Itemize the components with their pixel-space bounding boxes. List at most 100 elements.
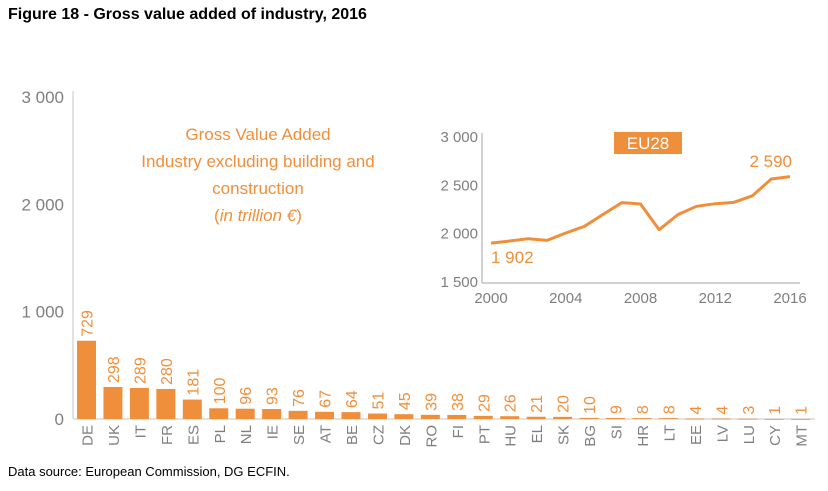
data-label-FR: 280	[159, 358, 176, 385]
figure-title: Figure 18 - Gross value added of industr…	[8, 6, 367, 23]
x-tick-label-PT: PT	[476, 425, 493, 444]
data-label-LV: 4	[714, 406, 731, 415]
y-tick-label: 0	[55, 410, 64, 429]
annotation-line: construction	[212, 179, 304, 198]
x-tick-label-FR: FR	[159, 425, 176, 445]
bar-SK	[553, 416, 573, 419]
data-label-CY: 1	[767, 406, 784, 415]
bar-BE	[341, 412, 361, 419]
data-label-NL: 96	[238, 387, 255, 405]
bar-SE	[288, 410, 308, 419]
data-label-AT: 67	[318, 390, 335, 408]
bar-LT	[658, 418, 678, 419]
inset-y-tick-label: 2 500	[440, 177, 478, 194]
annotation-line: (in trillion €)	[214, 206, 302, 225]
x-tick-label-BE: BE	[344, 425, 361, 445]
point-label-2016: 2 590	[749, 152, 792, 171]
data-label-DK: 45	[397, 392, 414, 410]
inset-x-tick-label: 2016	[773, 290, 806, 307]
data-label-SE: 76	[291, 389, 308, 407]
data-label-LT: 8	[661, 405, 678, 414]
inset-y-tick-label: 1 500	[440, 274, 478, 291]
x-tick-label-PL: PL	[212, 425, 229, 443]
x-tick-label-SK: SK	[556, 425, 573, 445]
data-label-BE: 64	[344, 390, 361, 408]
x-tick-label-AT: AT	[318, 425, 335, 443]
data-label-RO: 39	[423, 393, 440, 411]
inset-x-tick-label: 2000	[474, 290, 507, 307]
x-tick-label-FI: FI	[450, 425, 467, 438]
x-tick-label-IE: IE	[265, 425, 282, 439]
bar-LU	[738, 418, 758, 420]
bar-MT	[791, 418, 811, 420]
bar-LV	[711, 418, 731, 420]
y-tick-label: 3 000	[21, 88, 64, 107]
bar-EE	[685, 418, 705, 420]
bar-CY	[764, 418, 784, 420]
bar-IT	[129, 387, 149, 419]
bar-BG	[579, 417, 599, 419]
x-tick-label-CY: CY	[767, 425, 784, 446]
annotation-line: Industry excluding building and	[141, 152, 374, 171]
data-label-MT: 1	[794, 406, 811, 415]
x-tick-label-EE: EE	[688, 425, 705, 445]
data-label-SK: 20	[556, 395, 573, 413]
bar-IE	[262, 409, 282, 419]
x-tick-label-IT: IT	[132, 425, 149, 438]
x-tick-label-LT: LT	[661, 425, 678, 441]
x-tick-label-RO: RO	[423, 425, 440, 448]
bar-AT	[315, 411, 335, 419]
data-label-LU: 3	[741, 406, 758, 415]
data-label-FI: 38	[450, 393, 467, 411]
x-tick-label-MT: MT	[794, 425, 811, 447]
x-tick-label-SE: SE	[291, 425, 308, 445]
eu28-title-box	[614, 132, 682, 154]
data-label-EL: 21	[529, 395, 546, 413]
data-label-EE: 4	[688, 406, 705, 415]
bar-EL	[526, 416, 546, 419]
inset-y-tick-label: 2 000	[440, 226, 478, 243]
x-tick-label-ES: ES	[185, 425, 202, 445]
data-label-HU: 26	[503, 394, 520, 412]
x-tick-label-DK: DK	[397, 425, 414, 446]
bar-DE	[77, 340, 96, 419]
data-source: Data source: European Commission, DG ECF…	[8, 464, 290, 479]
bar-HU	[500, 416, 520, 419]
data-label-IT: 289	[132, 357, 149, 384]
inset-x-tick-label: 2008	[624, 290, 657, 307]
data-label-IE: 93	[265, 387, 282, 405]
bar-RO	[420, 414, 440, 419]
x-tick-label-BG: BG	[582, 425, 599, 447]
x-tick-label-CZ: CZ	[370, 425, 387, 445]
eu28-line	[490, 175, 791, 245]
inset-x-tick-label: 2012	[699, 290, 732, 307]
bar-PT	[473, 415, 493, 419]
bar-DK	[394, 414, 414, 419]
data-label-ES: 181	[185, 369, 202, 396]
bar-NL	[235, 408, 255, 419]
y-tick-label: 1 000	[21, 303, 64, 322]
data-label-PT: 29	[476, 394, 493, 412]
data-label-SI: 9	[609, 405, 626, 414]
x-tick-label-SI: SI	[609, 425, 626, 439]
data-label-PL: 100	[212, 377, 229, 404]
bar-CZ	[367, 413, 387, 419]
x-tick-label-UK: UK	[106, 425, 123, 446]
y-tick-label: 2 000	[21, 195, 64, 214]
bar-HR	[632, 418, 652, 419]
inset-x-tick-label: 2004	[549, 290, 582, 307]
bar-SI	[606, 418, 625, 419]
x-tick-label-LV: LV	[714, 425, 731, 442]
x-tick-label-LU: LU	[741, 425, 758, 444]
data-label-BG: 10	[582, 396, 599, 414]
x-tick-label-NL: NL	[238, 425, 255, 444]
x-tick-label-DE: DE	[80, 425, 97, 446]
data-label-UK: 298	[106, 356, 123, 383]
x-tick-label-HU: HU	[503, 425, 520, 447]
x-tick-label-EL: EL	[529, 425, 546, 443]
bar-FR	[156, 388, 176, 419]
annotation-line: Gross Value Added	[185, 125, 330, 144]
point-label-2000: 1 902	[491, 248, 534, 267]
inset-y-tick-label: 3 000	[440, 129, 478, 146]
